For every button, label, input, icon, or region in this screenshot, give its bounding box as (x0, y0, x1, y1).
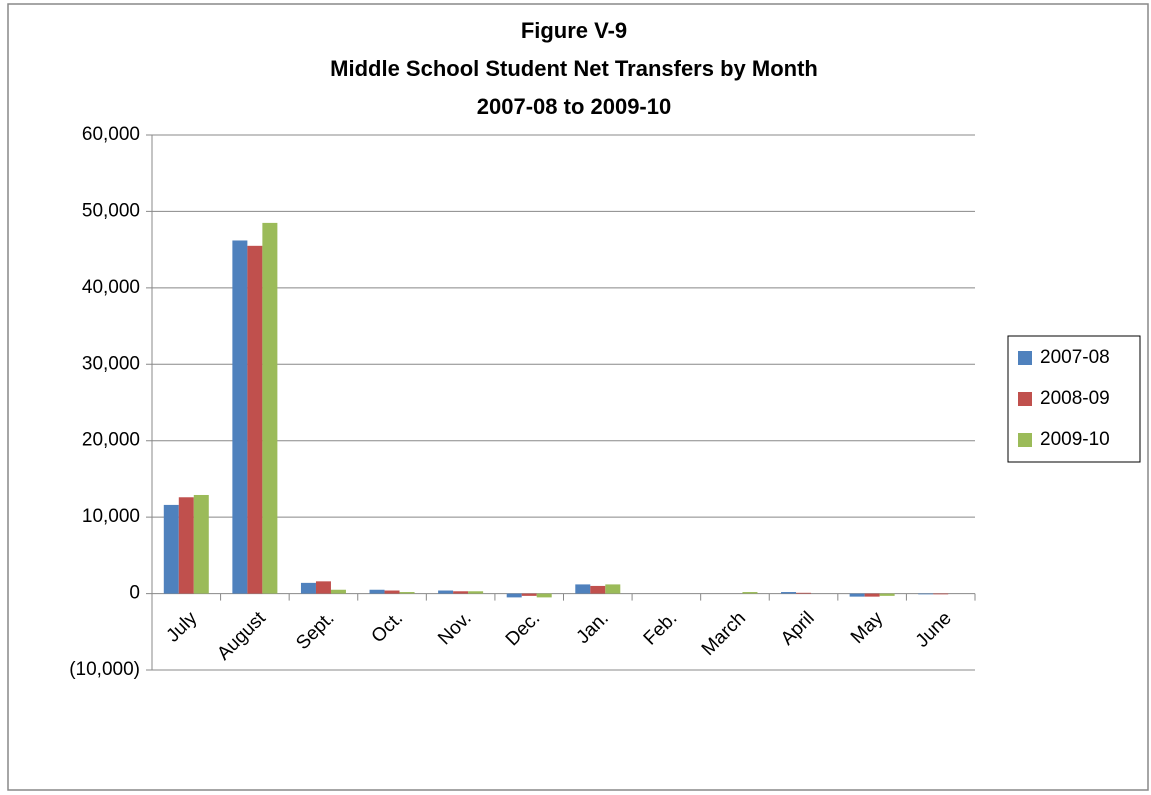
bar (468, 591, 484, 594)
legend-label: 2008-09 (1040, 388, 1110, 409)
bar (575, 584, 591, 594)
bar (781, 592, 797, 594)
bar (369, 589, 385, 594)
bar (605, 584, 621, 594)
y-tick-label: 30,000 (82, 353, 140, 374)
legend-label: 2009-10 (1040, 429, 1110, 450)
bar (438, 590, 454, 594)
y-tick-label: 40,000 (82, 277, 140, 298)
bar (247, 245, 263, 594)
bar (933, 593, 949, 595)
legend-swatch (1018, 392, 1032, 406)
bar (163, 504, 179, 594)
bar (506, 593, 522, 598)
y-tick-label: 50,000 (82, 200, 140, 221)
legend-label: 2007-08 (1040, 347, 1110, 368)
chart-border (7, 3, 1149, 791)
bar (384, 590, 400, 594)
bar (864, 593, 880, 597)
bar (879, 593, 895, 596)
bar (796, 592, 812, 594)
y-tick-label: 60,000 (82, 124, 140, 145)
y-tick-label: (10,000) (69, 659, 140, 680)
bar (330, 589, 346, 594)
bar (178, 497, 194, 594)
bar (453, 591, 469, 594)
bar (193, 494, 209, 594)
bar (521, 593, 537, 596)
y-tick-label: 10,000 (82, 506, 140, 527)
y-tick-label: 0 (129, 583, 140, 604)
bar (536, 593, 552, 598)
y-tick-label: 20,000 (82, 430, 140, 451)
chart-title: Figure V-9 (521, 18, 627, 43)
bar (918, 593, 934, 595)
bar (399, 592, 415, 594)
bar (262, 222, 278, 594)
bar (590, 585, 606, 594)
chart-title: Middle School Student Net Transfers by M… (330, 56, 818, 81)
chart-title: 2007-08 to 2009-10 (477, 94, 671, 119)
bar (849, 593, 865, 597)
bar (300, 582, 316, 594)
bar (232, 240, 248, 594)
legend-swatch (1018, 433, 1032, 447)
legend-swatch (1018, 351, 1032, 365)
bar (742, 592, 758, 594)
bar (315, 581, 331, 594)
